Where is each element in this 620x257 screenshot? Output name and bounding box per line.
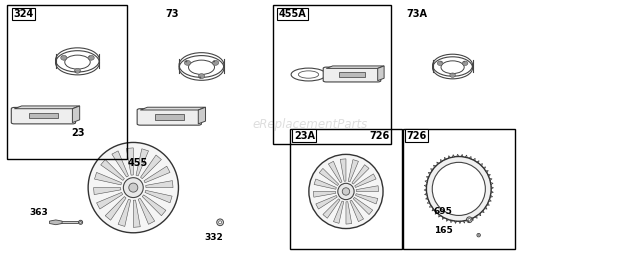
Ellipse shape bbox=[79, 220, 82, 224]
Polygon shape bbox=[198, 107, 206, 124]
Text: 695: 695 bbox=[434, 207, 453, 216]
Polygon shape bbox=[133, 200, 140, 227]
Polygon shape bbox=[145, 190, 172, 203]
Polygon shape bbox=[313, 191, 336, 197]
Ellipse shape bbox=[88, 55, 94, 60]
Polygon shape bbox=[14, 106, 79, 109]
Polygon shape bbox=[100, 160, 125, 180]
Bar bbox=[273, 5, 391, 144]
Ellipse shape bbox=[342, 188, 350, 195]
Polygon shape bbox=[126, 148, 133, 175]
Polygon shape bbox=[140, 107, 206, 110]
Ellipse shape bbox=[466, 217, 472, 223]
Polygon shape bbox=[355, 194, 378, 204]
Polygon shape bbox=[146, 181, 173, 188]
Ellipse shape bbox=[338, 183, 354, 200]
Ellipse shape bbox=[478, 234, 479, 236]
Ellipse shape bbox=[80, 221, 81, 223]
Ellipse shape bbox=[298, 71, 319, 78]
Polygon shape bbox=[329, 161, 342, 183]
Ellipse shape bbox=[123, 178, 143, 198]
Ellipse shape bbox=[64, 55, 91, 69]
Ellipse shape bbox=[463, 61, 468, 66]
Polygon shape bbox=[136, 149, 149, 176]
Polygon shape bbox=[144, 166, 170, 183]
Ellipse shape bbox=[437, 61, 443, 66]
Bar bbox=[56, 221, 78, 223]
Text: 73: 73 bbox=[166, 9, 179, 19]
Bar bbox=[29, 113, 58, 118]
Ellipse shape bbox=[441, 61, 464, 74]
Polygon shape bbox=[319, 168, 339, 186]
Polygon shape bbox=[138, 198, 155, 224]
Polygon shape bbox=[316, 195, 337, 209]
Polygon shape bbox=[334, 201, 343, 223]
Ellipse shape bbox=[213, 60, 219, 65]
Polygon shape bbox=[94, 172, 122, 185]
FancyBboxPatch shape bbox=[11, 107, 76, 124]
Bar bbox=[339, 72, 365, 77]
Polygon shape bbox=[356, 186, 379, 191]
Polygon shape bbox=[355, 174, 376, 188]
Text: 363: 363 bbox=[29, 207, 48, 217]
Bar bbox=[403, 128, 515, 249]
Ellipse shape bbox=[217, 219, 223, 226]
Polygon shape bbox=[50, 220, 62, 225]
Text: 455: 455 bbox=[128, 158, 148, 168]
Polygon shape bbox=[378, 66, 384, 81]
Text: 455A: 455A bbox=[278, 9, 306, 19]
Ellipse shape bbox=[88, 142, 179, 233]
Polygon shape bbox=[118, 199, 131, 226]
Polygon shape bbox=[346, 202, 352, 224]
Polygon shape bbox=[353, 197, 373, 215]
Ellipse shape bbox=[74, 68, 81, 73]
Polygon shape bbox=[340, 159, 346, 181]
Text: eReplacementParts: eReplacementParts bbox=[252, 118, 368, 131]
Polygon shape bbox=[352, 165, 369, 184]
Text: 726: 726 bbox=[407, 131, 427, 141]
Ellipse shape bbox=[198, 74, 205, 79]
Polygon shape bbox=[348, 160, 358, 182]
Ellipse shape bbox=[188, 60, 215, 75]
Ellipse shape bbox=[219, 221, 221, 224]
Ellipse shape bbox=[477, 233, 481, 237]
Polygon shape bbox=[350, 200, 363, 222]
Text: 23A: 23A bbox=[294, 131, 315, 141]
Bar bbox=[290, 128, 402, 249]
FancyBboxPatch shape bbox=[323, 67, 381, 82]
Polygon shape bbox=[323, 199, 340, 218]
Ellipse shape bbox=[309, 154, 383, 228]
Text: 726: 726 bbox=[370, 131, 390, 141]
Polygon shape bbox=[142, 195, 166, 216]
FancyBboxPatch shape bbox=[137, 109, 202, 125]
Ellipse shape bbox=[468, 218, 471, 221]
Bar bbox=[155, 114, 184, 120]
Text: 165: 165 bbox=[434, 225, 453, 235]
Polygon shape bbox=[141, 155, 161, 179]
Text: 73A: 73A bbox=[407, 9, 428, 19]
Polygon shape bbox=[73, 106, 79, 123]
Ellipse shape bbox=[450, 73, 456, 77]
Bar bbox=[7, 5, 127, 159]
Polygon shape bbox=[314, 179, 337, 189]
Ellipse shape bbox=[61, 55, 67, 60]
Polygon shape bbox=[105, 197, 126, 220]
Text: 332: 332 bbox=[205, 233, 223, 242]
Ellipse shape bbox=[129, 183, 138, 192]
Polygon shape bbox=[94, 188, 121, 195]
Ellipse shape bbox=[427, 157, 491, 221]
Polygon shape bbox=[326, 66, 384, 68]
Polygon shape bbox=[112, 151, 128, 177]
Text: 324: 324 bbox=[14, 9, 34, 19]
Ellipse shape bbox=[184, 60, 190, 65]
Polygon shape bbox=[97, 192, 123, 209]
Text: 23: 23 bbox=[71, 128, 84, 138]
Ellipse shape bbox=[432, 162, 485, 215]
